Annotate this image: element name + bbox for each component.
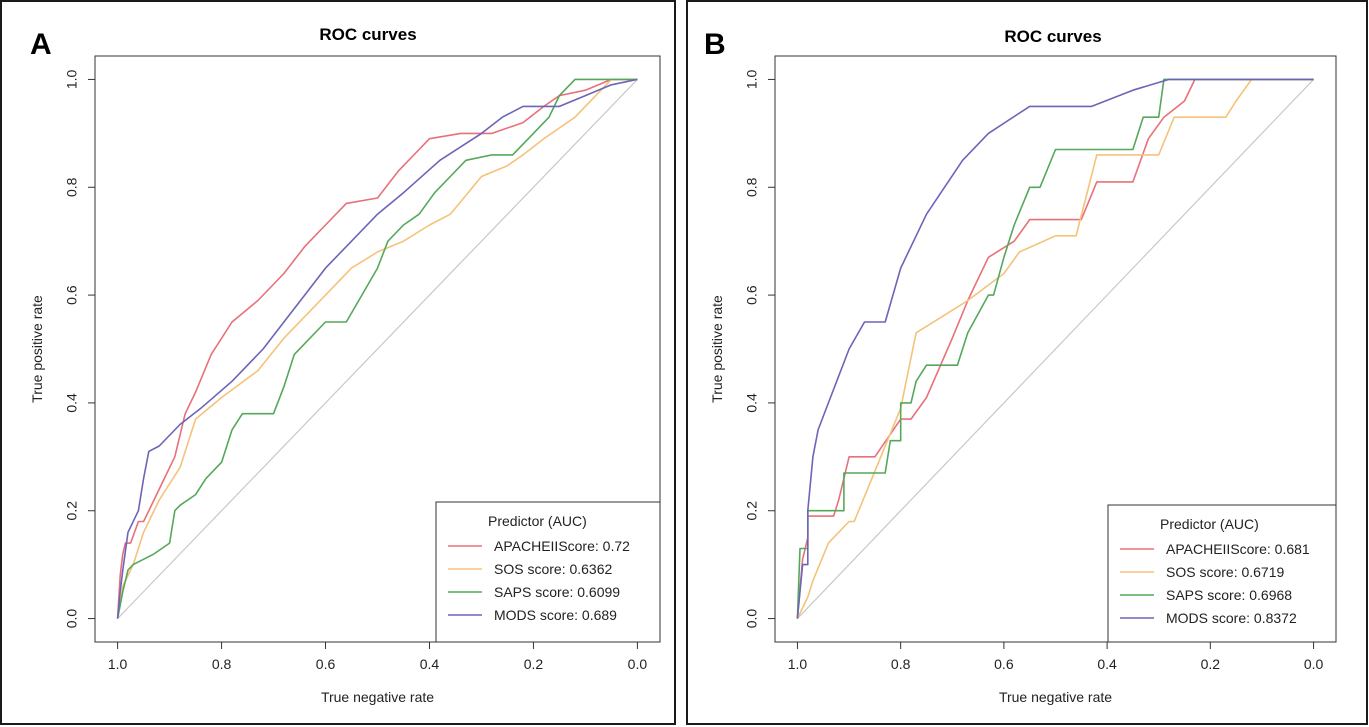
x-axis-label-a: True negative rate [321, 689, 434, 705]
legend-title-b: Predictor (AUC) [1160, 516, 1259, 532]
y-tick-label-b-4: 0.8 [744, 177, 760, 197]
y-axis-label-b: True positive rate [709, 295, 725, 403]
legend-entry-b-2: SAPS score: 0.6968 [1166, 587, 1292, 603]
y-tick-label-a-3: 0.6 [64, 285, 80, 305]
chart-title-b: ROC curves [1004, 27, 1101, 46]
x-tick-label-a-5: 0.0 [628, 656, 648, 672]
legend-entry-b-3: MODS score: 0.8372 [1166, 610, 1297, 626]
roc-panel-a: A ROC curves 1.0 0.8 0.6 0.4 0.2 0.0 0.0 0.2 0.4 0.… [0, 0, 676, 725]
roc-line-a-2 [116, 78, 638, 619]
legend-entry-a-2: SAPS score: 0.6099 [494, 584, 620, 600]
x-tick-label-a-1: 0.8 [212, 656, 232, 672]
roc-chart-b: B ROC curves 1.0 0.8 0.6 0.4 0.2 0.0 0.0 0.2 0.4 0.… [704, 27, 1337, 705]
diagonal-reference-line-a [117, 79, 638, 619]
roc-line-a-3 [116, 78, 638, 619]
chart-title-a: ROC curves [319, 25, 416, 44]
x-tick-label-b-4: 0.2 [1201, 656, 1221, 672]
x-tick-label-b-0: 1.0 [788, 656, 808, 672]
x-tick-label-b-5: 0.0 [1304, 656, 1324, 672]
x-tick-label-b-3: 0.4 [1097, 656, 1117, 672]
y-tick-label-a-5: 1.0 [64, 69, 80, 89]
roc-line-b-1 [796, 78, 1314, 619]
x-tick-label-b-2: 0.6 [994, 656, 1014, 672]
y-tick-label-b-5: 1.0 [744, 69, 760, 89]
roc-line-b-2 [796, 78, 1314, 619]
plot-frame-b [774, 55, 1337, 643]
x-tick-label-a-0: 1.0 [108, 656, 128, 672]
legend-entry-b-0: APACHEIIScore: 0.681 [1166, 541, 1310, 557]
y-tick-label-a-1: 0.2 [64, 501, 80, 521]
panel-label-a: A [30, 28, 52, 61]
x-tick-label-a-2: 0.6 [316, 656, 336, 672]
legend-entry-a-0: APACHEIIScore: 0.72 [494, 538, 630, 554]
y-tick-label-a-2: 0.4 [64, 393, 80, 413]
roc-chart-a: A ROC curves 1.0 0.8 0.6 0.4 0.2 0.0 0.0 0.2 0.4 0.… [29, 25, 661, 705]
legend-title-a: Predictor (AUC) [488, 513, 587, 529]
y-tick-label-a-4: 0.8 [64, 177, 80, 197]
legend-box-a [435, 501, 661, 643]
panel-label-b: B [704, 28, 726, 61]
roc-line-a-0 [116, 78, 638, 619]
roc-panel-b: B ROC curves 1.0 0.8 0.6 0.4 0.2 0.0 0.0 0.2 0.4 0.… [686, 0, 1368, 725]
x-tick-label-a-4: 0.2 [524, 656, 544, 672]
y-axis-label-a: True positive rate [29, 295, 45, 403]
diagonal-reference-line-b [797, 79, 1314, 619]
legend-entry-b-1: SOS score: 0.6719 [1166, 564, 1285, 580]
roc-line-b-3 [796, 78, 1314, 619]
y-tick-label-b-3: 0.6 [744, 285, 760, 305]
x-axis-label-b: True negative rate [999, 689, 1112, 705]
legend-entry-a-3: MODS score: 0.689 [494, 607, 617, 623]
y-tick-label-b-2: 0.4 [744, 393, 760, 413]
y-tick-label-a-0: 0.0 [64, 609, 80, 629]
x-tick-label-b-1: 0.8 [891, 656, 911, 672]
plot-frame-a [94, 55, 661, 643]
roc-line-a-1 [116, 78, 638, 619]
legend-entry-a-1: SOS score: 0.6362 [494, 561, 613, 577]
legend-box-b [1107, 504, 1337, 643]
y-tick-label-b-0: 0.0 [744, 609, 760, 629]
x-tick-label-a-3: 0.4 [420, 656, 440, 672]
y-tick-label-b-1: 0.2 [744, 501, 760, 521]
